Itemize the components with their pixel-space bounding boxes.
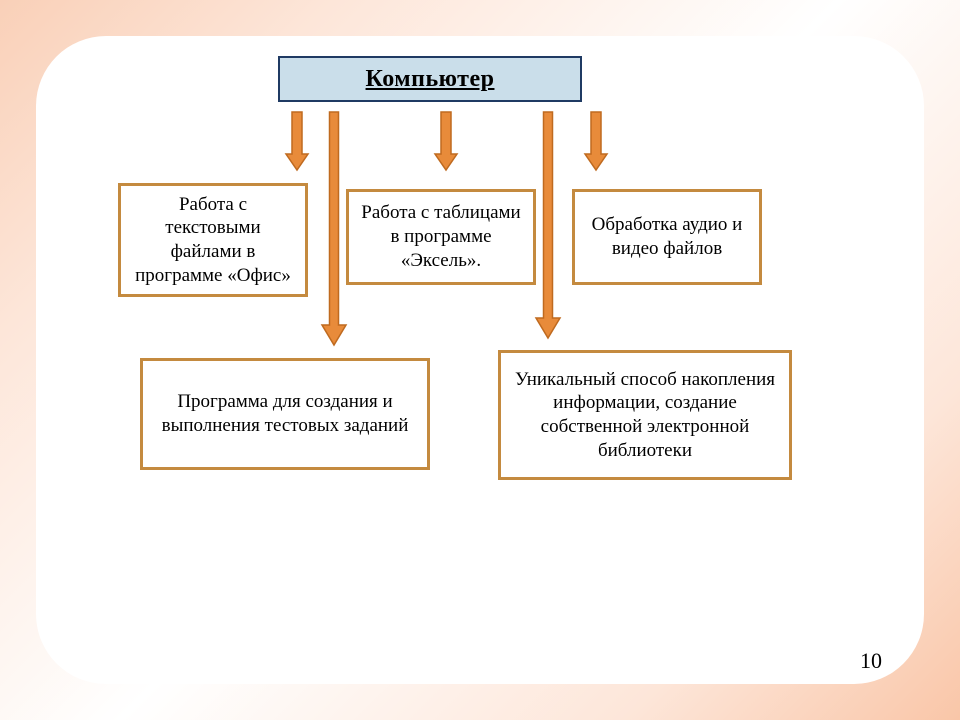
title-text: Компьютер — [366, 66, 495, 93]
node-audio-video: Обработка аудио и видео файлов — [572, 189, 762, 285]
title-box: Компьютер — [278, 56, 582, 102]
node-label: Работа с текстовыми файлами в программе … — [131, 193, 295, 288]
node-label: Уникальный способ накопления информации,… — [511, 368, 779, 463]
node-label: Обработка аудио и видео файлов — [585, 213, 749, 261]
page-number: 10 — [860, 648, 882, 674]
slide-background: Компьютер Работа с текстовыми файлами в … — [0, 0, 960, 720]
node-text-files: Работа с текстовыми файлами в программе … — [118, 183, 308, 297]
node-test-program: Программа для создания и выполнения тест… — [140, 358, 430, 470]
node-label: Программа для создания и выполнения тест… — [153, 390, 417, 438]
node-tables-excel: Работа с таблицами в программе «Эксель». — [346, 189, 536, 285]
node-label: Работа с таблицами в программе «Эксель». — [359, 201, 523, 272]
node-digital-library: Уникальный способ накопления информации,… — [498, 350, 792, 480]
